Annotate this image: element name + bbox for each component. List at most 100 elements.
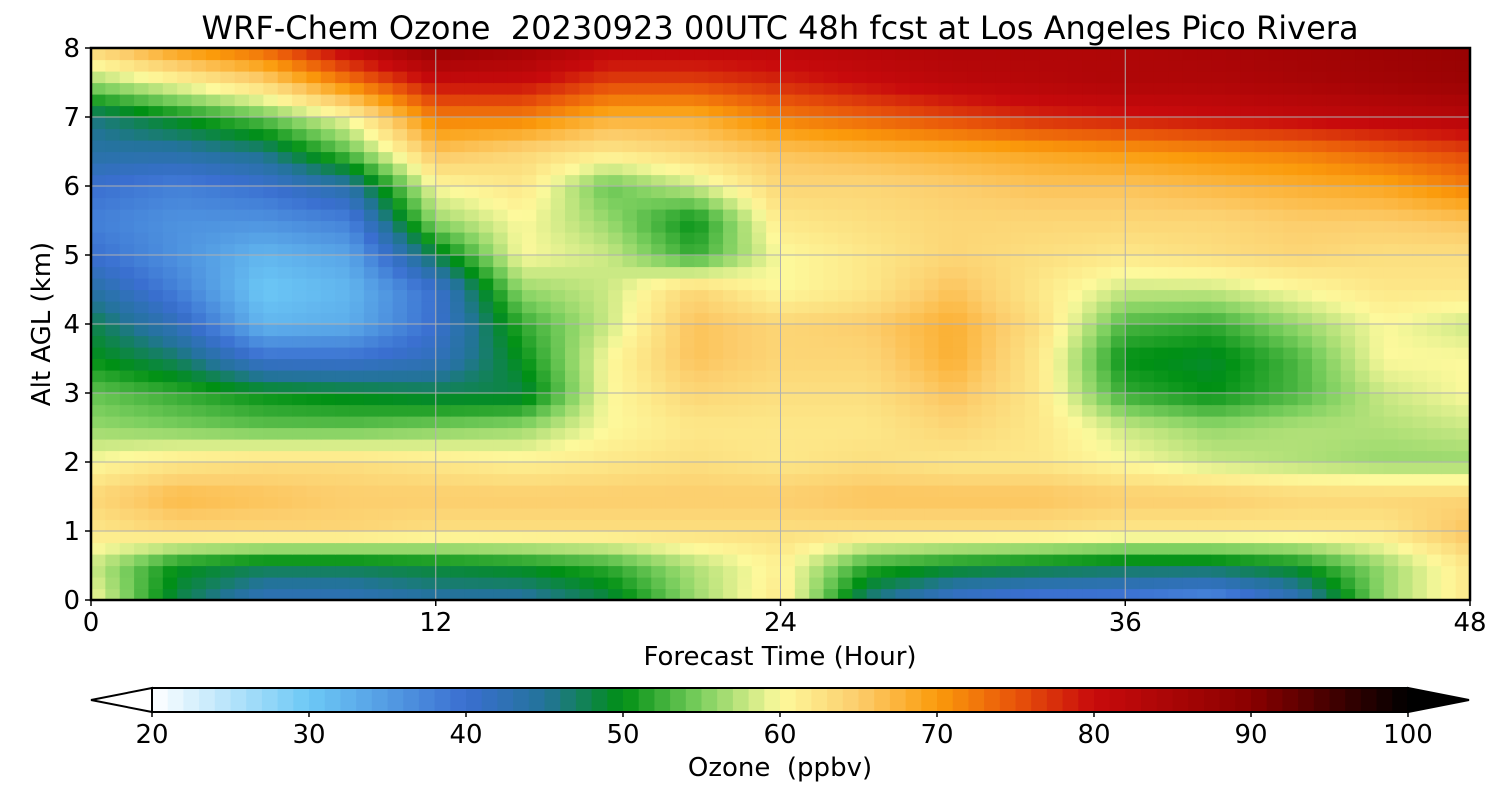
heatmap-cell <box>550 531 566 544</box>
heatmap-cell <box>1412 588 1428 600</box>
heatmap-cell <box>1283 588 1299 600</box>
heatmap-cell <box>1082 427 1098 440</box>
heatmap-cell <box>292 531 308 544</box>
heatmap-cell <box>938 94 954 107</box>
heatmap-cell <box>249 554 264 567</box>
heatmap-cell <box>909 312 925 325</box>
heatmap-cell <box>1096 588 1112 600</box>
heatmap-cell <box>277 508 293 521</box>
heatmap-cell <box>881 577 897 590</box>
heatmap-cell <box>220 450 236 463</box>
heatmap-cell <box>837 197 853 210</box>
heatmap-cell <box>91 496 106 509</box>
heatmap-cell <box>220 531 236 544</box>
heatmap-cell <box>320 577 336 590</box>
heatmap-cell <box>737 439 753 452</box>
heatmap-cell <box>421 565 437 578</box>
heatmap-cell <box>995 565 1011 578</box>
heatmap-cell <box>1082 289 1098 302</box>
heatmap-cell <box>1225 220 1241 233</box>
colorbar-band <box>528 688 545 712</box>
colorbar-band <box>999 688 1016 712</box>
heatmap-cell <box>349 105 365 118</box>
heatmap-cell <box>119 324 135 337</box>
heatmap-cell <box>895 335 911 348</box>
heatmap-cell <box>521 450 537 463</box>
heatmap-cell <box>1182 450 1198 463</box>
heatmap-cell <box>1225 197 1241 210</box>
heatmap-cell <box>536 128 552 141</box>
colorbar-band <box>1235 688 1252 712</box>
heatmap-cell <box>91 485 106 498</box>
heatmap-cell <box>363 174 379 187</box>
heatmap-cell <box>1383 59 1399 72</box>
heatmap-cell <box>1096 48 1112 61</box>
heatmap-cell <box>277 531 293 544</box>
heatmap-cell <box>493 496 509 509</box>
heatmap-cell <box>1426 278 1442 291</box>
colorbar-tick-label: 100 <box>1383 720 1433 750</box>
heatmap-cell <box>866 266 882 279</box>
heatmap-cell <box>1010 381 1026 394</box>
heatmap-cell <box>636 243 652 256</box>
heatmap-cell <box>119 565 135 578</box>
heatmap-cell <box>723 473 738 486</box>
heatmap-cell <box>1182 588 1198 600</box>
heatmap-cell <box>608 266 624 279</box>
heatmap-cell <box>363 82 379 95</box>
heatmap-cell <box>780 324 796 337</box>
heatmap-cell <box>622 519 638 532</box>
heatmap-cell <box>363 48 379 61</box>
heatmap-cell <box>1010 59 1026 72</box>
heatmap-cell <box>1355 335 1371 348</box>
heatmap-cell <box>392 94 408 107</box>
heatmap-cell <box>1053 186 1069 199</box>
heatmap-cell <box>636 427 652 440</box>
heatmap-cell <box>1297 404 1313 417</box>
heatmap-cell <box>521 473 537 486</box>
heatmap-cell <box>234 393 250 406</box>
heatmap-cell <box>766 312 782 325</box>
heatmap-cell <box>335 209 351 222</box>
heatmap-cell <box>335 255 351 268</box>
heatmap-cell <box>1010 151 1026 164</box>
heatmap-cell <box>392 485 408 498</box>
heatmap-cell <box>1441 462 1457 475</box>
heatmap-cell <box>292 128 308 141</box>
heatmap-cell <box>1039 335 1055 348</box>
heatmap-cell <box>205 347 221 360</box>
heatmap-cell <box>679 163 695 176</box>
heatmap-cell <box>320 381 336 394</box>
heatmap-cell <box>507 220 523 233</box>
heatmap-cell <box>679 358 695 371</box>
heatmap-cell <box>191 347 207 360</box>
heatmap-cell <box>105 48 121 61</box>
heatmap-cell <box>205 151 221 164</box>
heatmap-cell <box>363 209 379 222</box>
heatmap-cell <box>995 174 1011 187</box>
colorbar-band <box>387 688 404 712</box>
heatmap-cell <box>277 278 293 291</box>
heatmap-cell <box>938 243 954 256</box>
heatmap-cell <box>1168 128 1184 141</box>
heatmap-cell <box>866 128 882 141</box>
heatmap-cell <box>148 519 164 532</box>
heatmap-cell <box>967 347 983 360</box>
heatmap-cell <box>1254 220 1270 233</box>
heatmap-cell <box>1197 48 1213 61</box>
heatmap-cell <box>938 301 954 314</box>
heatmap-cell <box>995 588 1011 600</box>
heatmap-cell <box>162 473 178 486</box>
heatmap-cell <box>191 151 207 164</box>
heatmap-cell <box>378 485 394 498</box>
heatmap-cell <box>1441 312 1457 325</box>
heatmap-cell <box>1039 427 1055 440</box>
colorbar-band <box>1298 688 1315 712</box>
heatmap-cell <box>349 82 365 95</box>
heatmap-cell <box>708 312 724 325</box>
heatmap-cell <box>809 71 825 84</box>
heatmap-cell <box>751 450 767 463</box>
heatmap-cell <box>1182 324 1198 337</box>
heatmap-cell <box>780 393 796 406</box>
heatmap-cell <box>823 220 839 233</box>
